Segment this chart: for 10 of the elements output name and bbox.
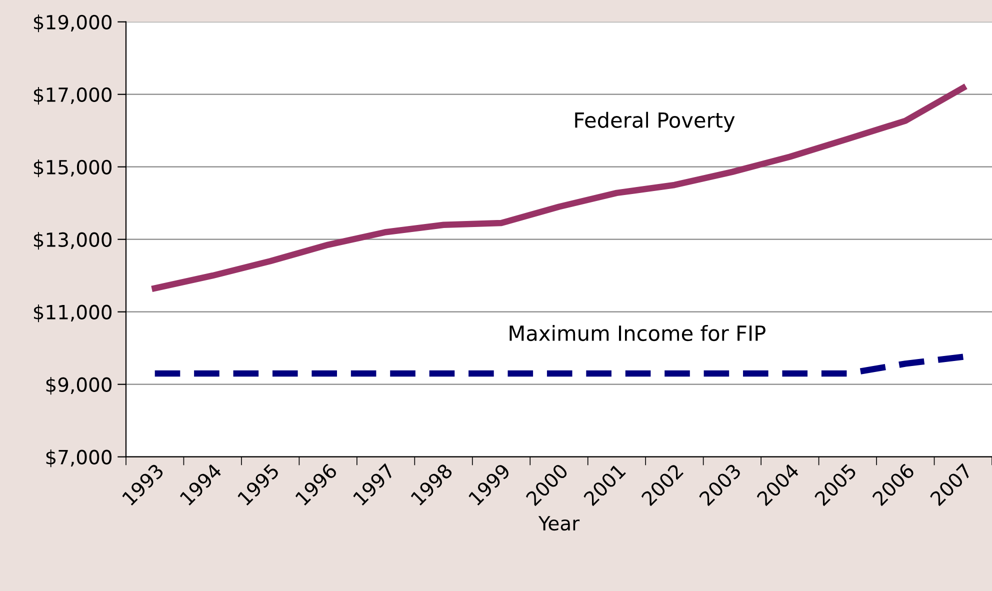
y-tick-label: $13,000 xyxy=(34,232,112,250)
annotation: Maximum Income for FIP xyxy=(510,324,766,342)
y-tick-label: $19,000 xyxy=(34,14,112,32)
annotation: Federal Poverty xyxy=(575,112,735,132)
y-tick-label: $15,000 xyxy=(34,159,112,178)
y-tick-label: $17,000 xyxy=(34,86,112,105)
y-tick-label: $9,000 xyxy=(46,376,112,395)
y-tick-label: $11,000 xyxy=(34,304,112,322)
x-axis-title: Year xyxy=(538,516,580,531)
y-tick-label: $7,000 xyxy=(46,449,112,468)
